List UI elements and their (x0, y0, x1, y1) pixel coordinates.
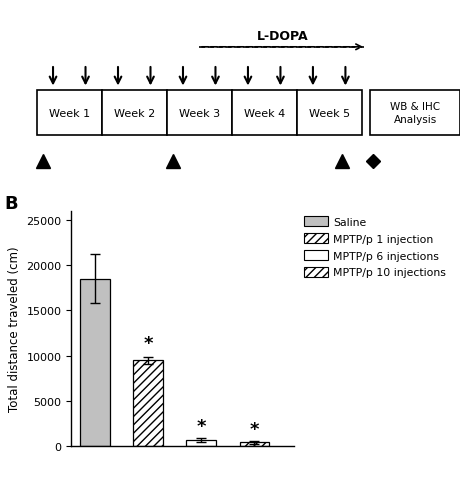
Text: WB & IHC
Analysis: WB & IHC Analysis (390, 102, 440, 124)
Text: Week 4: Week 4 (244, 108, 285, 119)
Text: Week 3: Week 3 (179, 108, 220, 119)
Bar (81, 279, 109, 446)
Text: *: * (249, 420, 259, 438)
Text: *: * (143, 335, 153, 352)
Text: L-DOPA: L-DOPA (257, 30, 309, 43)
Text: Week 1: Week 1 (49, 108, 90, 119)
Text: Week 5: Week 5 (309, 108, 350, 119)
Bar (232, 91, 297, 136)
Bar (239, 443, 269, 446)
Text: Week 2: Week 2 (114, 108, 155, 119)
Bar (102, 91, 167, 136)
Bar (370, 91, 460, 136)
Legend: Saline, MPTP/p 1 injection, MPTP/p 6 injections, MPTP/p 10 injections: Saline, MPTP/p 1 injection, MPTP/p 6 inj… (304, 216, 446, 278)
Bar (167, 91, 232, 136)
Bar (133, 360, 163, 446)
Text: B: B (5, 194, 18, 212)
Text: *: * (196, 418, 206, 435)
Y-axis label: Total distance traveled (cm): Total distance traveled (cm) (8, 246, 21, 411)
Bar (297, 91, 362, 136)
Bar (186, 440, 216, 446)
Bar (37, 91, 102, 136)
